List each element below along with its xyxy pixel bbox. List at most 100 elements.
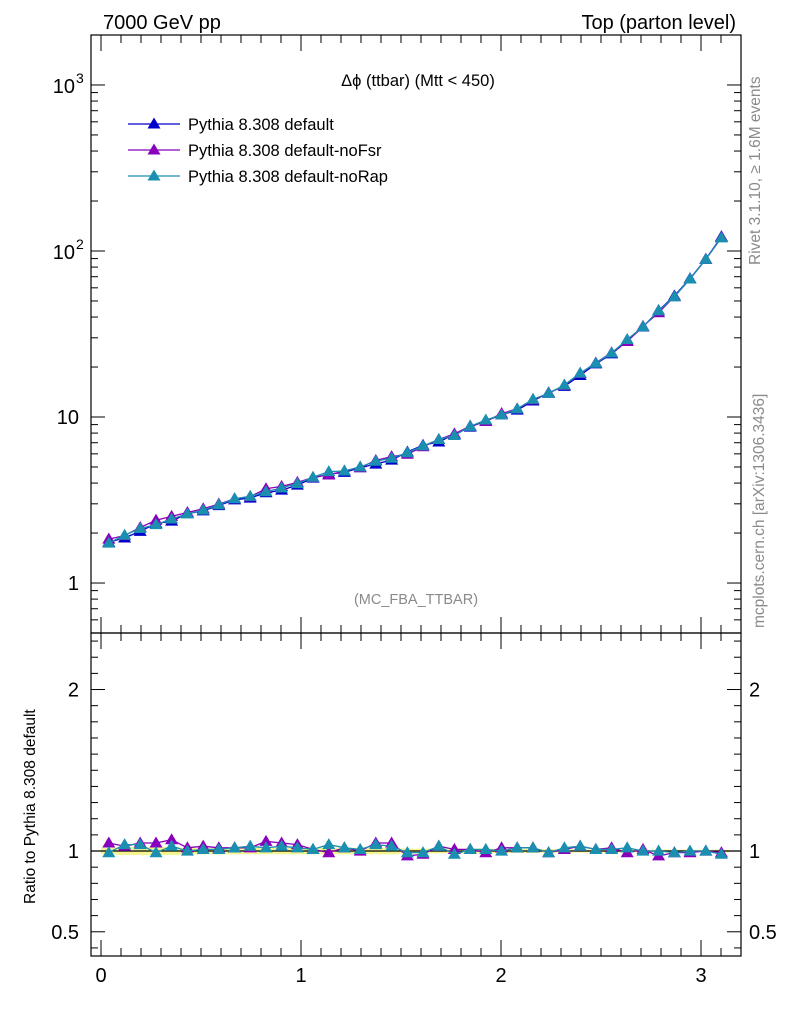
data-point — [479, 413, 493, 425]
ratio-data-point — [196, 842, 210, 854]
data-point — [165, 512, 179, 524]
ratio-data-point — [479, 842, 493, 854]
source-label: mcplots.cern.ch [arXiv:1306.3436] — [751, 394, 768, 628]
ratio-data-point — [180, 844, 194, 856]
data-point — [102, 536, 116, 548]
ratio-data-point — [322, 838, 336, 850]
ratio-data-point — [228, 841, 242, 853]
data-point — [526, 392, 540, 404]
ratio-data-point — [526, 841, 540, 853]
ratio-data-point — [400, 846, 414, 858]
data-point — [337, 464, 351, 476]
legend-label: Pythia 8.308 default-noFsr — [188, 142, 382, 160]
ratio-series-line — [108, 839, 722, 857]
legend-label: Pythia 8.308 default — [188, 116, 334, 134]
x-tick-label: 1 — [295, 965, 306, 987]
main-y-tick-exponent: 2 — [76, 236, 84, 252]
ratio-y-tick-labels: 0.5 0.5 1 1 2 2 — [51, 680, 777, 944]
ratio-data-point — [432, 839, 446, 851]
x-tick-label: 0 — [95, 965, 106, 987]
header-left: 7000 GeV pp — [103, 12, 221, 34]
header-right: Top (parton level) — [581, 12, 736, 34]
plot-title: Δϕ (ttbar) (Mtt < 450) — [341, 72, 495, 90]
ratio-data-point — [102, 836, 116, 848]
ratio-series-pythia-8-308-default-norap — [102, 838, 728, 859]
data-point — [385, 451, 399, 463]
data-point — [275, 481, 289, 493]
series-pythia-8-308-default-norap — [102, 231, 728, 548]
data-point — [620, 333, 634, 345]
ratio-data-point — [275, 839, 289, 851]
ratio-data-point — [133, 838, 147, 850]
ratio-frame — [90, 632, 742, 957]
data-point — [196, 503, 210, 515]
data-point — [699, 252, 713, 264]
series-pythia-8-308-default-nofsr — [102, 230, 728, 544]
ratio-data-point — [149, 836, 163, 848]
main-y-tick-label: 1 — [68, 573, 79, 595]
data-point — [589, 356, 603, 368]
ratio-y-tick-label-right: 1 — [749, 841, 760, 863]
ratio-data-point — [369, 838, 383, 850]
data-point — [447, 428, 461, 441]
ratio-data-point — [416, 846, 430, 858]
ratio-series-pythia-8-308-default-nofsr — [102, 833, 728, 861]
main-y-tick-label: 10 — [53, 242, 75, 264]
main-y-tick-label: 10 — [53, 76, 75, 98]
ratio-data-point — [510, 841, 524, 853]
ratio-y-tick-label-right: 2 — [749, 680, 760, 702]
watermark: (MC_FBA_TTBAR) — [354, 592, 478, 608]
ratio-data-point — [118, 838, 132, 850]
data-point — [432, 433, 446, 445]
main-y-tick-label: 10 — [57, 407, 79, 429]
ratio-data-point — [259, 834, 273, 846]
ratio-data-point — [636, 844, 650, 856]
data-point — [118, 528, 132, 540]
data-point — [212, 498, 226, 510]
ratio-y-tick-label-left: 0.5 — [51, 922, 79, 944]
ratio-y-tick-label-right: 0.5 — [749, 922, 777, 944]
ratio-data-point — [652, 844, 666, 856]
main-y-tick-exponent: 3 — [76, 70, 84, 86]
ratio-data-point — [463, 842, 477, 854]
data-point — [652, 304, 666, 316]
data-point — [416, 439, 430, 451]
legend-marker — [147, 169, 161, 181]
ratio-data-point — [165, 833, 179, 845]
ratio-data-point — [165, 839, 179, 851]
ratio-series-line — [108, 843, 722, 855]
ratio-data-point — [542, 846, 556, 858]
x-tick-label: 2 — [495, 965, 506, 987]
ratio-y-tick-label-left: 2 — [68, 680, 79, 702]
data-point — [573, 366, 587, 378]
data-point — [542, 386, 556, 398]
ratio-data-point — [353, 842, 367, 854]
ratio-data-point — [557, 841, 571, 853]
main-x-ticks — [100, 35, 722, 633]
main-series-group — [102, 230, 728, 548]
legend: Pythia 8.308 default Pythia 8.308 default… — [128, 116, 388, 186]
data-point — [243, 489, 257, 501]
ratio-x-ticks — [100, 633, 722, 956]
x-tick-label: 3 — [695, 965, 706, 987]
ratio-y-ticks — [91, 640, 741, 949]
data-point — [259, 485, 273, 497]
data-point — [306, 470, 320, 482]
data-point — [605, 346, 619, 358]
data-point — [400, 446, 414, 458]
data-point — [290, 477, 304, 489]
ratio-data-point — [573, 839, 587, 851]
ratio-data-point — [605, 842, 619, 854]
ratio-y-tick-label-left: 1 — [68, 841, 79, 863]
main-y-ticks — [91, 34, 741, 634]
ratio-panel: 0.5 0.5 1 1 2 2 0 1 2 3 Ratio to Pythia 8.308 de… — [22, 632, 777, 987]
ratio-data-point — [589, 842, 603, 854]
data-point — [149, 518, 163, 530]
data-point — [495, 408, 509, 420]
ratio-data-point — [495, 844, 509, 856]
ratio-series-group — [102, 833, 728, 861]
legend-label: Pythia 8.308 default-noRap — [188, 168, 388, 186]
